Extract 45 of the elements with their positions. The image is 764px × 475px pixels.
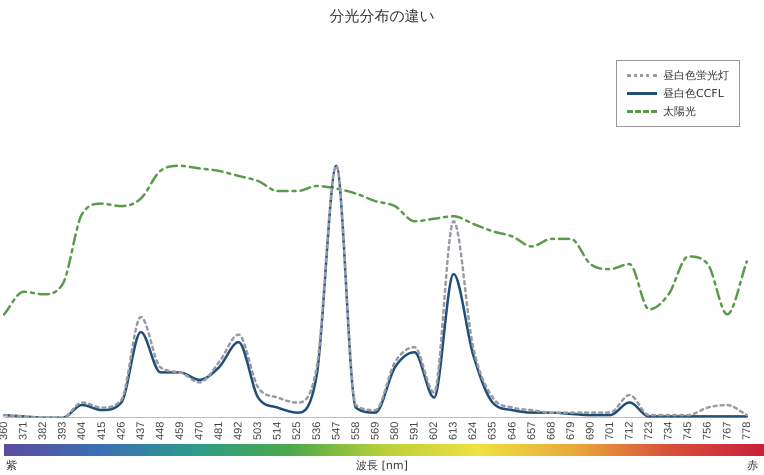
x-tick-label: 635 <box>486 422 499 440</box>
x-tick-label: 459 <box>174 422 186 440</box>
x-tick-label: 437 <box>134 422 147 440</box>
x-tick-label: 668 <box>545 422 558 440</box>
x-tick-label: 613 <box>448 422 460 440</box>
x-axis-title: 波長 [nm] <box>356 459 408 472</box>
legend-label: 昼白色CCFL <box>663 86 724 101</box>
text: 紫 <box>6 458 17 473</box>
x-tick-label: 657 <box>526 422 538 440</box>
x-tick-label: 580 <box>388 422 401 440</box>
x-tick-label: 558 <box>350 422 362 440</box>
x-tick-label: 393 <box>56 422 69 440</box>
x-tick-label: 690 <box>584 422 596 440</box>
x-tick-label: 646 <box>506 422 518 440</box>
x-tick-label: 481 <box>213 422 226 440</box>
x-tick-label: 767 <box>721 422 734 440</box>
x-tick-label: 734 <box>662 422 675 440</box>
x-tick-label: 536 <box>310 422 323 440</box>
x-tick-label: 503 <box>252 422 264 440</box>
x-tick-label: 415 <box>96 422 108 440</box>
x-tick-label: 448 <box>154 422 166 440</box>
x-tick-label: 679 <box>564 422 577 440</box>
x-tick-label: 624 <box>467 422 480 440</box>
chart-title: 分光分布の違い <box>330 6 434 25</box>
x-tick-label: 569 <box>369 422 382 440</box>
x-tick-label: 778 <box>740 422 753 440</box>
x-tick-label: 525 <box>291 422 304 440</box>
x-tick-label: 591 <box>408 422 421 440</box>
x-tick-label: 426 <box>115 422 128 440</box>
x-tick-label: 745 <box>682 422 694 440</box>
text: 赤 <box>747 458 758 473</box>
x-tick-label: 701 <box>604 422 616 440</box>
x-tick-label: 756 <box>702 422 714 440</box>
x-tick-label: 723 <box>643 422 656 440</box>
x-tick-label: 470 <box>194 422 206 440</box>
x-tick-label: 404 <box>76 422 88 440</box>
legend-label: 太陽光 <box>663 104 696 119</box>
x-tick-label: 371 <box>18 422 30 440</box>
x-tick-label: 514 <box>272 422 284 440</box>
x-tick-label: 382 <box>37 422 50 440</box>
x-tick-label: 602 <box>428 422 440 440</box>
legend-label: 昼白色蛍光灯 <box>663 68 729 83</box>
x-tick-label: 547 <box>330 422 342 440</box>
x-tick-label: 712 <box>624 422 636 440</box>
x-tick-label: 492 <box>232 422 245 440</box>
